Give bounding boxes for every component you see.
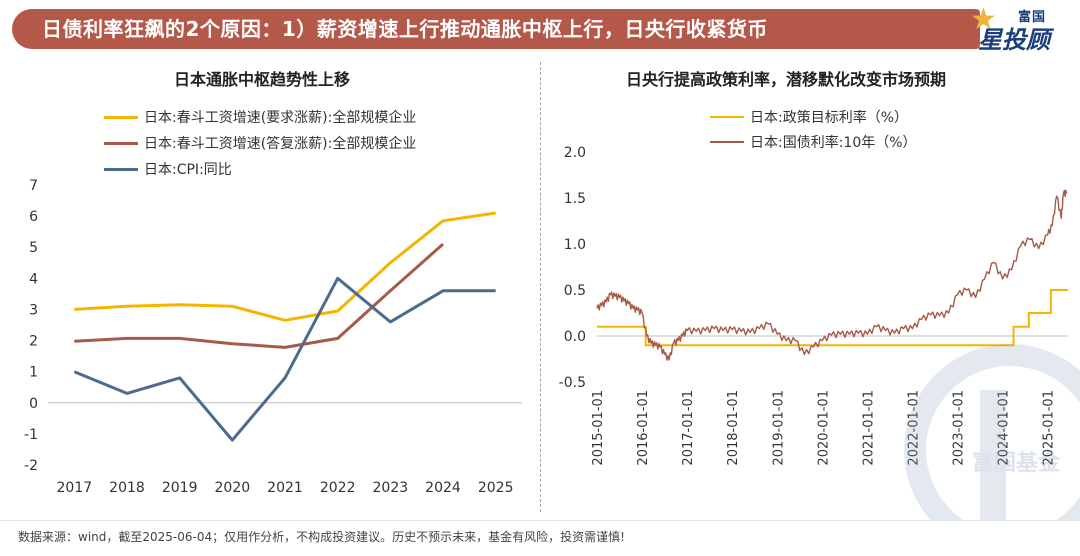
y-tick-label: 1 <box>29 365 38 381</box>
y-tick-label: 5 <box>29 240 38 256</box>
source-note: 数据来源：wind，截至2025-06-04；仅用作分析，不构成投资建议。历史不… <box>18 530 625 544</box>
left-line-chart: 7 6 5 4 3 2 1 0 -1 -2 2017 2018 2019 2020 2021 2022 2023… <box>24 178 522 496</box>
title-banner: 日债利率狂飙的2个原因：1）薪资增速上行推动通胀中枢上行，日央行收紧货币 <box>12 9 980 49</box>
x-tick-label: 2024 <box>425 480 461 496</box>
x-tick-label: 2025 <box>478 480 514 496</box>
y-tick-label: 2.0 <box>564 145 586 161</box>
x-tick-label: 2019 <box>162 480 198 496</box>
star-icon: ★ <box>970 2 997 37</box>
y-tick-label: 7 <box>29 178 38 194</box>
y-tick-label: 0 <box>29 396 38 412</box>
x-tick-label: 2016-01-01 <box>636 390 651 466</box>
x-tick-label: 2021 <box>267 480 303 496</box>
x-tick-label: 2017-01-01 <box>681 390 696 466</box>
x-tick-label: 2017 <box>57 480 93 496</box>
legend-swatch <box>710 140 744 143</box>
legend-item: 日本:政策目标利率（%） <box>710 104 917 129</box>
y-tick-label: -1 <box>24 427 38 443</box>
x-tick-label: 2015-01-01 <box>591 390 606 466</box>
right-chart-legend: 日本:政策目标利率（%） 日本:国债利率:10年（%） <box>710 104 917 154</box>
x-tick-label: 2018-01-01 <box>726 390 741 466</box>
series-line-2 <box>74 242 444 349</box>
y-tick-label: 1.0 <box>564 237 586 253</box>
jgb-10y-line <box>596 189 1068 361</box>
series-line-3 <box>73 276 496 442</box>
x-tick-label: 2020-01-01 <box>816 390 831 466</box>
legend-swatch <box>104 115 138 119</box>
right-line-chart: 2.0 1.5 1.0 0.5 0.0 -0.5 2015-01-01 2016-01-01 2… <box>559 145 1068 466</box>
chart-divider <box>540 62 541 512</box>
footer-divider <box>0 520 1080 521</box>
x-tick-label: 2019-01-01 <box>771 390 786 466</box>
legend-swatch <box>104 141 138 145</box>
policy-rate-line <box>597 289 1068 347</box>
y-tick-label: 2 <box>29 334 38 350</box>
x-tick-label: 2018 <box>109 480 145 496</box>
x-tick-label: 2020 <box>215 480 251 496</box>
legend-item: 日本:春斗工资增速(要求涨薪):全部规模企业 <box>104 104 416 130</box>
y-tick-label: -2 <box>24 458 38 474</box>
legend-item: 日本:春斗工资增速(答复涨薪):全部规模企业 <box>104 130 416 156</box>
right-chart-title: 日央行提高政策利率，潜移默化改变市场预期 <box>626 70 947 89</box>
y-tick-label: 0.0 <box>564 329 586 345</box>
x-tick-label: 2025-01-01 <box>1042 390 1057 466</box>
series-line-1 <box>74 211 496 322</box>
left-chart-legend: 日本:春斗工资增速(要求涨薪):全部规模企业 日本:春斗工资增速(答复涨薪):全… <box>104 104 416 182</box>
x-tick-label: 2022 <box>320 480 356 496</box>
left-chart-title: 日本通胀中枢趋势性上移 <box>174 70 351 89</box>
x-tick-label: 2023 <box>373 480 409 496</box>
x-tick-label: 2022-01-01 <box>907 390 922 466</box>
legend-swatch <box>710 115 744 118</box>
watermark-logo: 富国基金 <box>904 344 1080 520</box>
legend-swatch <box>104 167 138 171</box>
x-tick-label: 2021-01-01 <box>861 390 876 466</box>
y-tick-label: 3 <box>29 302 38 318</box>
y-tick-label: 6 <box>29 209 38 225</box>
x-tick-label: 2024-01-01 <box>997 390 1012 466</box>
page-title: 日债利率狂飙的2个原因：1）薪资增速上行推动通胀中枢上行，日央行收紧货币 <box>42 17 768 41</box>
x-tick-label: 2023-01-01 <box>952 390 967 466</box>
y-tick-label: 1.5 <box>564 191 586 207</box>
y-tick-label: -0.5 <box>559 375 586 391</box>
legend-item: 日本:CPI:同比 <box>104 156 416 182</box>
legend-item: 日本:国债利率:10年（%） <box>710 129 917 154</box>
brand-logo: ★ 富国 星投顾 <box>970 2 1050 54</box>
y-tick-label: 4 <box>29 271 38 287</box>
watermark-text: 富国基金 <box>972 450 1061 476</box>
y-tick-label: 0.5 <box>564 283 586 299</box>
